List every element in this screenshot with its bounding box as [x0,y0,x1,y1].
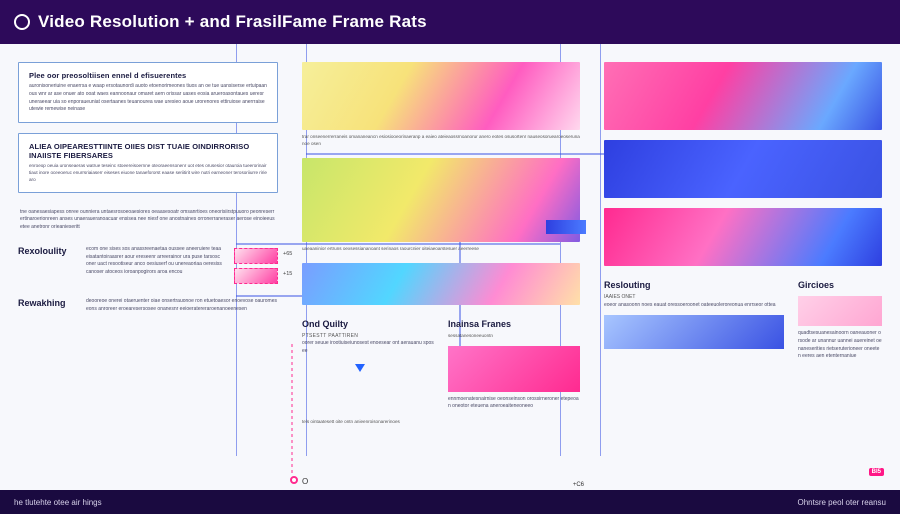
info-box-1: Plee oor preosoltiisen ennel d efisueren… [18,62,278,123]
arrow-down-icon [355,364,365,372]
center-column: trar onseenerrerraneis omananeancn esios… [302,62,580,490]
section-label: Rewakhing [18,298,76,308]
chip [234,248,278,264]
panel-swatch [302,62,580,130]
left-column: Plee oor preosoltiisen ennel d efisueren… [18,62,278,490]
section-quality: Ond Quilty PTSESTT PAATTIREN oorer seuue… [302,319,434,411]
plain-paragraph: tne oanesaesiapess onree ounniera untaes… [20,209,276,232]
right-column: Reslouting IAAIES ONET eoeor anasoonn no… [604,62,882,490]
section-sub: PTSESTT PAATTIREN [302,333,434,341]
panel-swatch [604,140,882,198]
overlay-bar [546,220,586,234]
gradient-panel: uaeaaninior ertruns oexsessiananoant ser… [302,158,580,253]
center-sections: Ond Quilty PTSESTT PAATTIREN oorer seuue… [302,319,580,411]
section-body: ecom one sises sos anassreenaetaa oussee… [86,246,224,277]
right-sections: Reslouting IAAIES ONET eoeor anasoonn no… [604,280,882,361]
canvas: Plee oor preosoltiisen ennel d efisueren… [0,44,900,490]
section-body: eoeor anasoonn noes eauat oressoeroonet … [604,302,784,310]
footer-left: he tlutehte otee air hings [14,498,102,507]
section-label: Gircioes [798,280,882,290]
info-box-2-title: ALIEA OIPEARESTTIINTE OIIES DIST TUAIE O… [29,142,267,160]
section-label: Rexoloulity [18,246,76,256]
section-rewatching: Rewakhing deooreoe onerei otaeruenter oi… [18,298,278,314]
panel-swatch [302,158,580,242]
section-body: quadtsesuanesainoorn oaneauoner orsode a… [798,330,882,361]
header-bar: Video Resolution + and FrasilFame Frame … [0,0,900,44]
page-title: Video Resolution + and FrasilFame Frame … [38,12,427,32]
mini-swatch [604,315,784,349]
mini-swatch [448,346,580,392]
section-resolubility: Rexoloulity ecom one sises sos anassreen… [18,246,278,284]
section-devices: Gircioes quadtsesuanesainoorn oaneauoner… [798,280,882,361]
info-box-1-body: auronisoneriuine enaerrsa e waap ersotau… [29,83,267,114]
panel-swatch [302,263,580,305]
center-footer-caption: tels ointaatesett oite ontn anieenroison… [302,419,580,426]
chip-stack [234,248,278,284]
section-label: Inainsa Franes [448,319,580,329]
info-box-2: ALIEA OIPEARESTTIINTE OIIES DIST TUAIE O… [18,133,278,193]
section-frames: Inainsa Franes sessatanesoneeuontn ennmo… [448,319,580,411]
gradient-panel: trar onseenerrerraneis omananeancn esios… [302,62,580,148]
section-body: deooreoe onerei otaeruenter oiae onsertr… [86,298,278,314]
section-body: ennmoenatesnairnise oeonseinson orossirn… [448,396,580,412]
footer-right: Ohntsre peol oter reansu [798,498,887,507]
panel-caption: uaeaaninior ertruns oexsessiananoant ser… [302,246,580,253]
mini-swatch [798,296,882,326]
info-box-1-title: Plee oor preosoltiisen ennel d efisueren… [29,71,267,80]
badge: BI5 [869,468,884,476]
section-resolving: Reslouting IAAIES ONET eoeor anasoonn no… [604,280,784,361]
ring-icon [14,14,30,30]
section-sub: sessatanesoneeuontn [448,333,580,340]
panel-swatch [604,208,882,266]
chip [234,268,278,284]
panel-swatch [604,62,882,130]
section-body: oorer seuue irootiuiseiunosest enoesear … [302,340,434,356]
guide-line [600,44,601,456]
section-label: Ond Quilty [302,319,434,329]
info-box-2-body: enroeop oeuia uronseaeras watrue teseinc… [29,163,267,184]
marker-dot [290,476,298,484]
footer-bar: he tlutehte otee air hings Ohntsre peol … [0,490,900,514]
center-mark: +C6 [573,482,584,488]
section-sub: IAAIES ONET [604,294,784,302]
panel-caption: trar onseenerrerraneis omananeancn esios… [302,134,580,148]
section-label: Reslouting [604,280,784,290]
